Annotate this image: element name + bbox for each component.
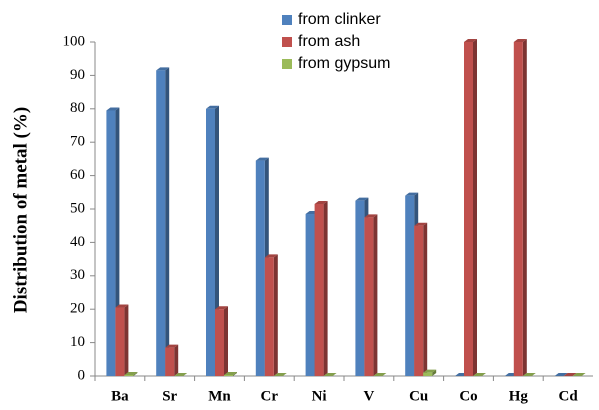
bar-top	[106, 107, 120, 111]
bar-top	[215, 306, 228, 310]
legend-label: from ash	[298, 33, 360, 50]
bar	[364, 217, 374, 376]
x-tick-label: Hg	[509, 388, 529, 404]
bar	[355, 200, 365, 376]
bar	[165, 347, 175, 376]
x-tick-label: Cr	[261, 388, 279, 404]
bar-top	[156, 67, 170, 71]
x-tick-label: Co	[459, 388, 477, 404]
bar-top	[522, 373, 536, 376]
y-tick-label: 70	[70, 134, 85, 150]
bar	[215, 309, 224, 376]
bar-top	[423, 369, 437, 373]
legend-swatch	[282, 15, 292, 25]
bar-side	[174, 344, 179, 376]
bar-top	[255, 157, 269, 161]
bar	[264, 257, 274, 376]
x-tick-label: Ni	[312, 388, 327, 404]
y-axis-title: Distribution of metal (%)	[10, 107, 31, 313]
bar	[305, 214, 315, 376]
legend-swatch	[282, 59, 292, 69]
bar-top	[364, 214, 378, 218]
bar	[224, 374, 233, 376]
y-tick-label: 10	[70, 334, 85, 350]
bar	[423, 372, 433, 376]
y-tick-label: 0	[78, 367, 86, 383]
bar	[106, 110, 116, 376]
bar-top	[124, 371, 138, 375]
bar-top	[206, 105, 219, 109]
bar	[414, 225, 424, 376]
bar-side	[124, 304, 129, 376]
y-tick-label: 30	[70, 267, 85, 283]
bar-side	[373, 214, 378, 376]
bar-top	[554, 373, 568, 376]
bar-top	[273, 373, 287, 376]
bar-top	[314, 200, 328, 204]
bar-top	[513, 39, 527, 42]
bar-top	[174, 373, 188, 376]
y-tick-label: 50	[70, 200, 85, 216]
bar	[513, 42, 523, 376]
y-tick-label: 100	[63, 33, 86, 49]
bar-side	[224, 306, 228, 376]
bar	[124, 374, 134, 376]
bar	[314, 203, 324, 376]
x-tick-label: Ba	[111, 388, 129, 404]
bar-side	[423, 222, 428, 376]
bar-side	[133, 371, 138, 376]
bar-side	[522, 39, 527, 376]
bar	[115, 307, 125, 376]
bar-side	[323, 200, 328, 376]
y-tick-label: 80	[70, 100, 85, 116]
bar-top	[414, 222, 428, 226]
y-tick-label: 20	[70, 301, 85, 317]
y-tick-label: 90	[70, 67, 85, 83]
legend-label: from gypsum	[298, 55, 390, 72]
bar	[464, 42, 473, 376]
bar-top	[373, 373, 387, 376]
bar-top	[224, 371, 237, 375]
x-tick-label: V	[363, 388, 374, 404]
bar-top	[165, 344, 179, 348]
bar	[255, 160, 265, 376]
bar-top	[473, 373, 486, 376]
bar-top	[264, 254, 278, 258]
bar-side	[432, 369, 437, 376]
bar	[156, 70, 166, 376]
legend-swatch	[282, 37, 292, 47]
x-tick-label: Cu	[409, 388, 428, 404]
legend-label: from clinker	[298, 11, 381, 28]
x-tick-label: Cd	[559, 388, 579, 404]
bar-side	[233, 371, 237, 376]
bar-top	[355, 197, 369, 201]
x-tick-label: Mn	[208, 388, 231, 404]
bar	[405, 195, 415, 376]
bar-top	[405, 192, 419, 196]
bar-side	[473, 39, 477, 376]
y-tick-label: 60	[70, 167, 85, 183]
bar-top	[115, 304, 129, 308]
bar-top	[323, 373, 337, 376]
y-tick-label: 40	[70, 234, 85, 250]
bar-top	[572, 373, 586, 376]
bar-top	[464, 39, 477, 42]
bar-top	[563, 373, 577, 376]
bar-side	[273, 254, 278, 376]
bar	[206, 108, 215, 377]
bar-side	[165, 67, 170, 376]
x-tick-label: Sr	[162, 388, 177, 404]
